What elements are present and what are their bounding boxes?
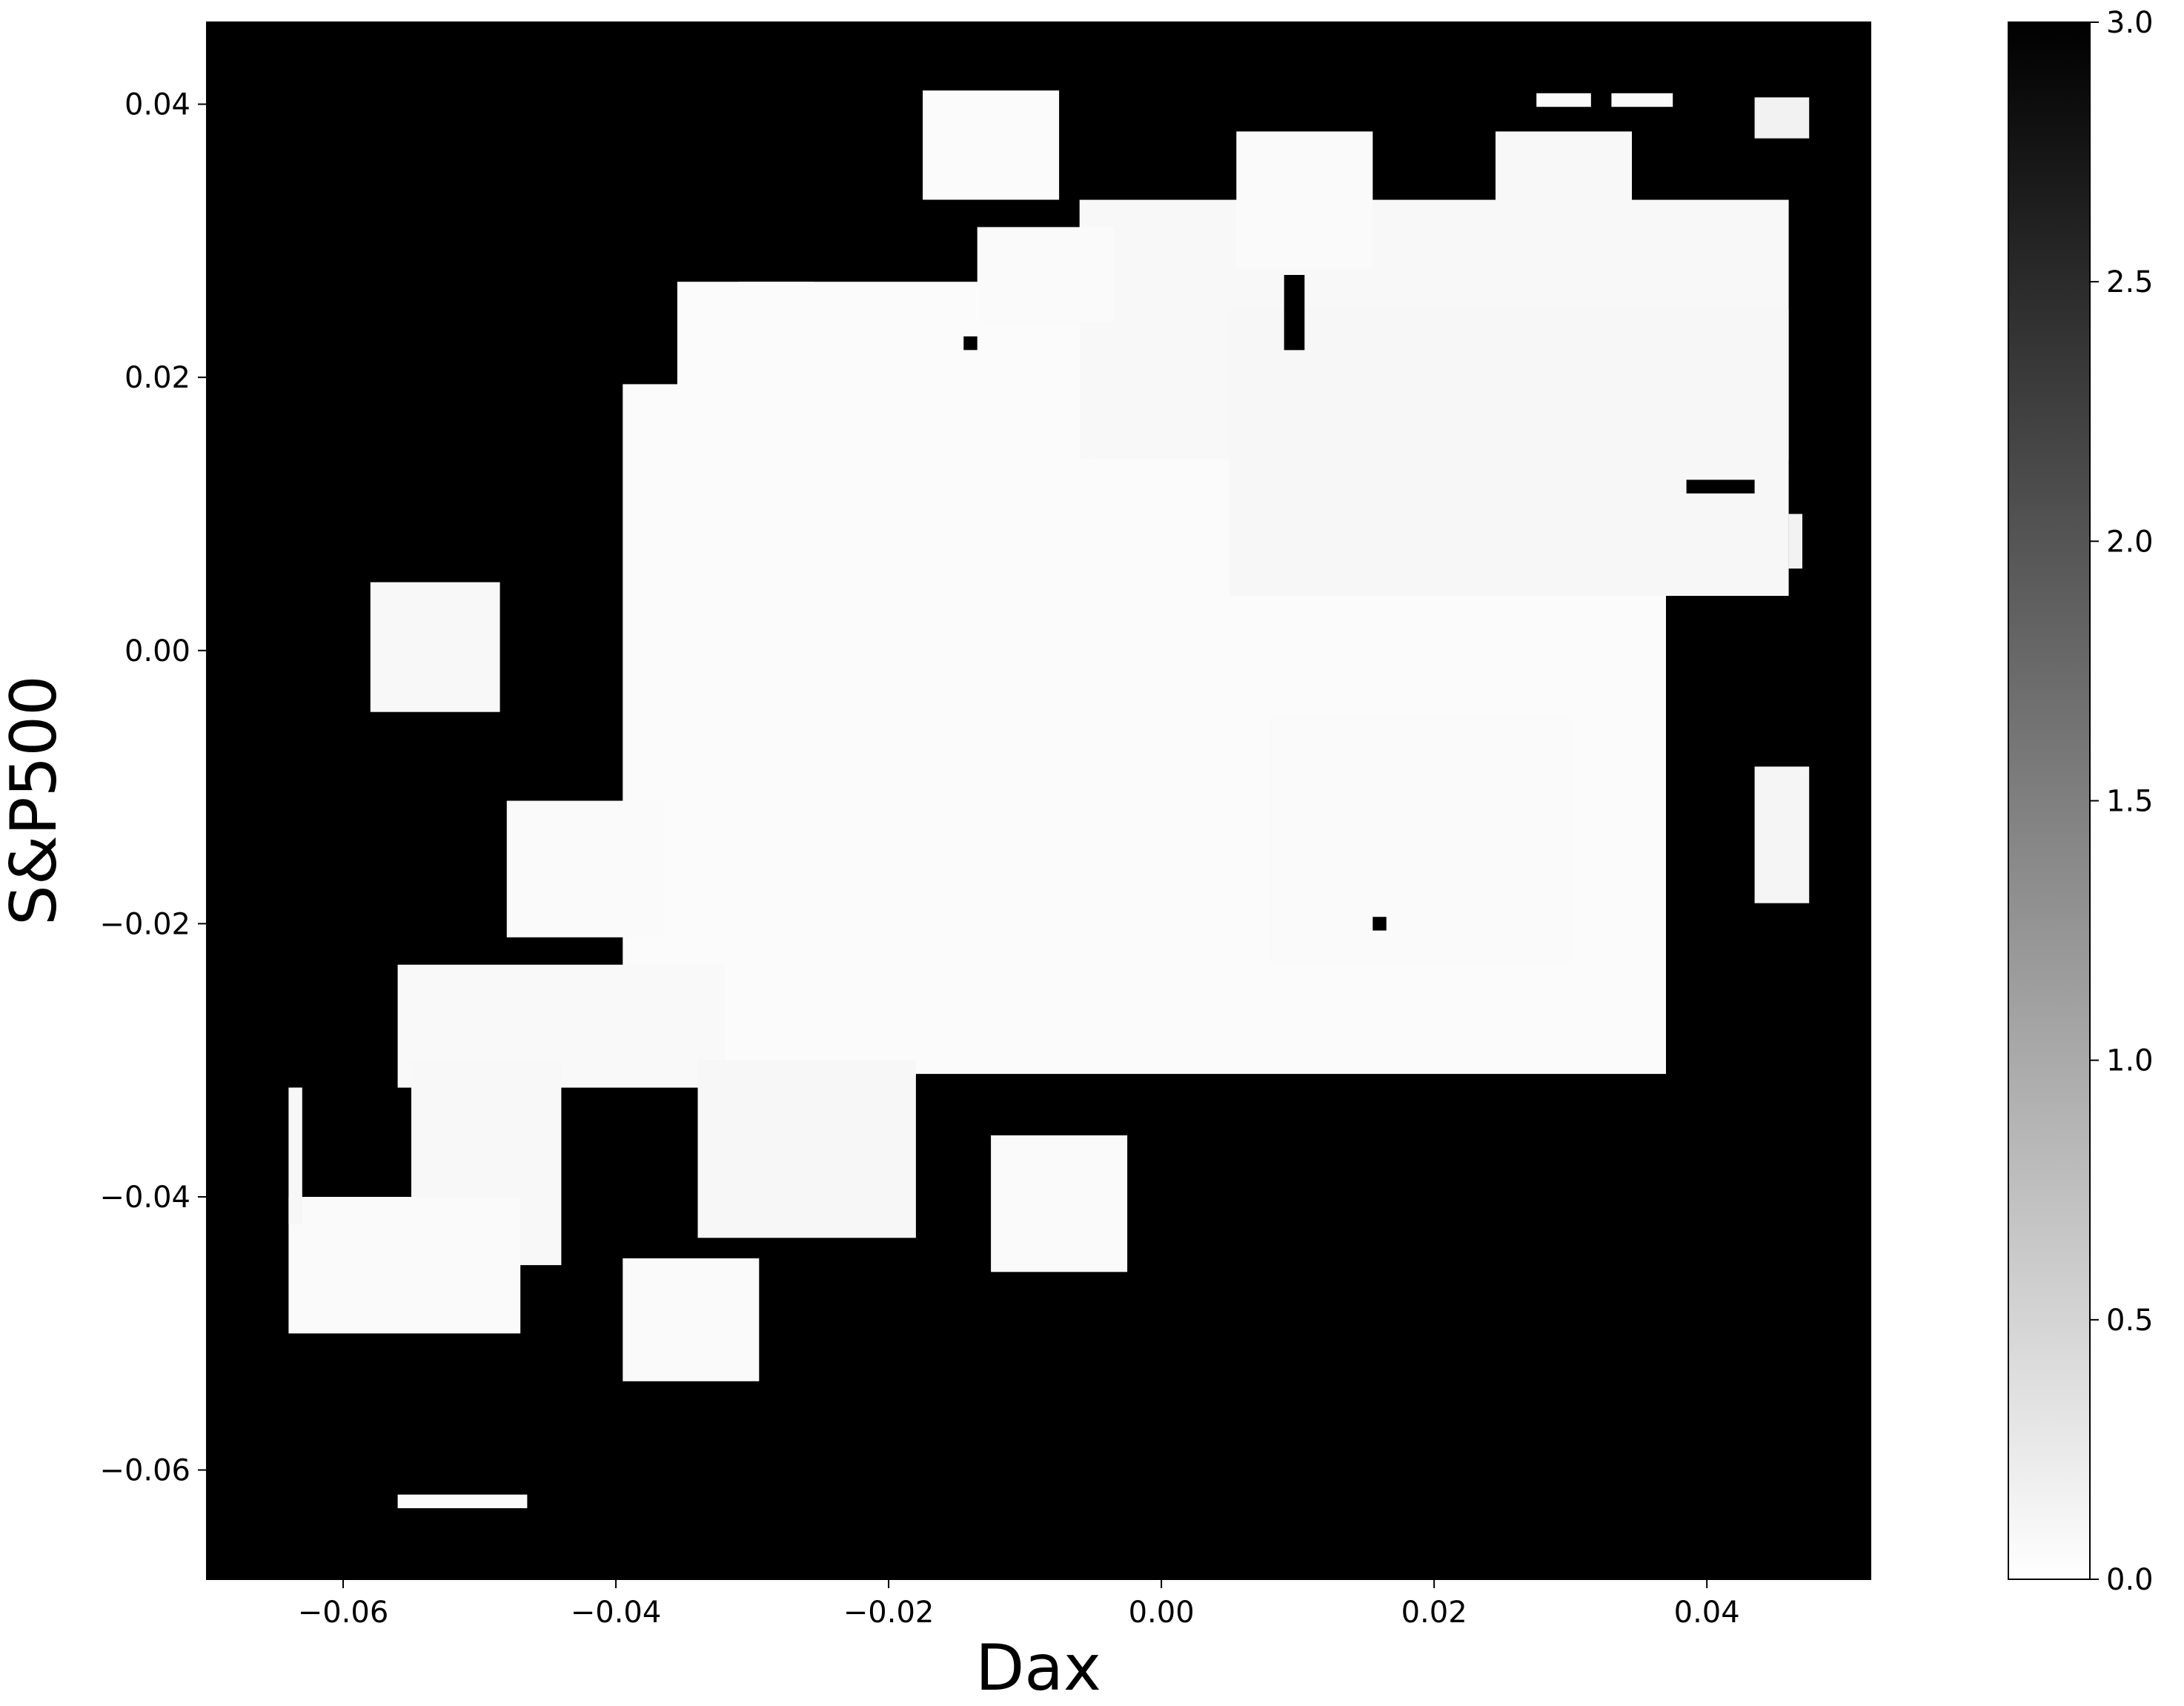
heatmap-region-5	[506, 800, 664, 937]
colorbar-tick-label: 1.0	[2106, 1044, 2154, 1078]
heatmap-region-24	[1788, 514, 1802, 569]
colorbar-tick-label: 0.5	[2106, 1304, 2154, 1338]
heatmap-region-27	[1686, 479, 1755, 494]
heatmap-region-22	[397, 1494, 528, 1509]
colorbar-tick-label: 1.5	[2106, 785, 2154, 819]
heatmap-region-10	[370, 582, 500, 712]
plot-area	[206, 21, 1871, 1580]
x-tick-label: 0.00	[1129, 1596, 1195, 1630]
x-axis: −0.06 −0.04 −0.02 0.00 0.02 0.04	[298, 1579, 1740, 1630]
colorbar-tick-label: 2.0	[2106, 525, 2154, 559]
colorbar-tick-label: 2.5	[2106, 265, 2154, 299]
heatmap-region-11	[677, 282, 814, 419]
heatmap-region-16	[991, 1135, 1128, 1272]
x-tick-label: −0.06	[298, 1596, 389, 1630]
heatmap-region-14	[1236, 131, 1373, 268]
x-tick-label: 0.02	[1401, 1596, 1467, 1630]
heatmap-region-13	[977, 227, 1114, 323]
heatmap-region-3	[1229, 309, 1789, 596]
plot-frame	[206, 21, 1871, 1580]
heatmap-region-17	[623, 1258, 760, 1381]
heatmap-region-25	[1373, 917, 1387, 931]
y-tick-label: −0.02	[99, 907, 190, 941]
x-tick-label: −0.02	[843, 1596, 935, 1630]
heatmap-region-4	[1270, 718, 1571, 965]
y-tick-label: −0.04	[99, 1181, 190, 1215]
x-tick-label: 0.04	[1674, 1596, 1740, 1630]
heatmap-region-28	[963, 336, 978, 351]
heatmap-region-21	[1611, 93, 1673, 107]
colorbar-tick-label: 3.0	[2106, 6, 2154, 40]
y-tick-label: −0.06	[99, 1454, 190, 1488]
colorbar-gradient	[2008, 21, 2091, 1580]
colorbar-tick-label: 0.0	[2106, 1563, 2154, 1597]
heatmap-region-9	[697, 1060, 916, 1238]
colorbar-ticks: 0.0 0.5 1.0 1.5 2.0 2.5 3.0	[2090, 6, 2154, 1597]
colorbar: 0.0 0.5 1.0 1.5 2.0 2.5 3.0	[2008, 6, 2154, 1597]
heatmap-region-15	[1496, 131, 1632, 241]
y-tick-label: 0.04	[125, 88, 190, 122]
y-tick-label: 0.00	[125, 634, 190, 668]
y-axis: −0.06 −0.04 −0.02 0.00 0.02 0.04	[99, 88, 207, 1488]
heatmap-region-19	[1754, 97, 1810, 139]
heatmap-region-18	[1754, 766, 1810, 903]
x-tick-label: −0.04	[571, 1596, 662, 1630]
heatmap-region-20	[1536, 93, 1591, 107]
y-axis-label: S&P500	[0, 675, 71, 926]
heatmap-region-26	[1284, 275, 1305, 351]
heatmap-cells	[288, 90, 1810, 1509]
heatmap-region-12	[923, 90, 1060, 200]
y-tick-label: 0.02	[125, 361, 190, 395]
heatmap-region-8	[288, 1197, 521, 1334]
heatmap-region-23	[288, 1087, 302, 1224]
x-axis-label: Dax	[975, 1631, 1101, 1705]
